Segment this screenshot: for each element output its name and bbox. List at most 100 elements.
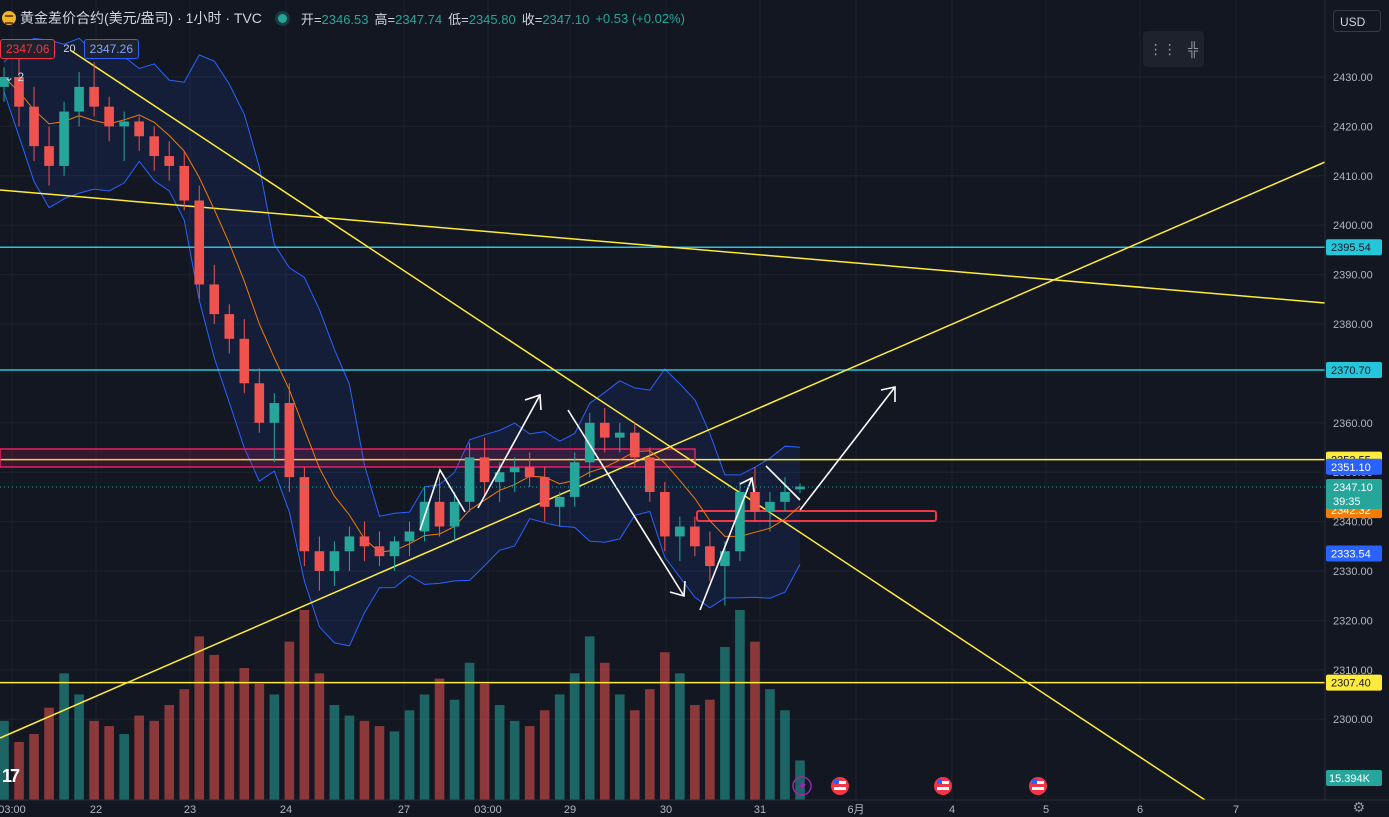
volume-bar [284,641,295,800]
volume-bar [119,734,129,800]
time-tick-label: 4 [949,804,955,816]
us-flag-icon[interactable] [1029,777,1047,795]
arrow-4[interactable] [699,477,753,611]
candle-body [645,457,655,492]
support-zone-box[interactable] [696,510,937,522]
resistance-zone-box[interactable] [0,448,696,468]
gear-icon[interactable]: ⚙ [1352,799,1365,815]
price-tick-label: 2310.00 [1333,665,1373,677]
us-flag-icon-bg [1029,777,1047,795]
time-tick-label: 31 [754,804,766,816]
volume-bar [780,710,790,800]
us-flag-icon-bg [934,777,952,795]
price-level-label-bg [1326,674,1382,691]
price-level-label: 2307.40 [1331,678,1371,690]
symbol-title[interactable]: 黄金差价合约(美元/盎司) · 1小时 · TVC [20,10,262,26]
floating-toolbar[interactable]: ⋮⋮ ╬ [1143,31,1204,67]
time-tick-label: 03:00 [474,804,502,816]
lightning-icon[interactable] [792,776,812,796]
time-tick-label: 6月 [847,804,864,816]
trendline-descending-shallow[interactable] [0,189,1326,304]
candle-body [765,501,775,512]
candle-body [29,106,39,147]
arrow-2[interactable] [477,394,541,509]
candle-body [494,472,505,483]
volume-bar [329,705,340,800]
tradingview-logo-icon[interactable]: 17 [2,766,20,786]
volume-bar [660,652,670,800]
projection-arrows[interactable] [419,386,896,611]
arrow-5[interactable] [765,465,801,501]
price-level-label-bg [1326,239,1382,256]
bar-countdown-label: 39:35 [1333,496,1361,508]
candle-body [735,491,745,552]
arrow-3[interactable] [567,409,685,597]
trendline-descending-steep[interactable] [69,49,1206,801]
us-flag-icon-stripe [937,787,949,790]
currency-select[interactable]: USD [1333,10,1381,32]
arrow-6[interactable] [799,386,896,511]
arrow-4-head[interactable] [739,476,755,493]
us-flag-icon[interactable] [934,777,952,795]
market-status-icon[interactable] [277,13,287,23]
candle-body [89,86,99,107]
volume-bar [239,668,250,800]
volume-bar [134,715,144,800]
candlesticks [0,57,805,606]
arrow-1[interactable] [419,468,466,531]
volume-bar [645,689,655,800]
arrow-3-head[interactable] [669,580,686,598]
candle-body [705,546,715,567]
volume-bar [29,734,39,800]
trendline-ascending[interactable] [0,161,1326,739]
volume-bar [795,760,805,800]
price-tick-label: 2330.00 [1333,566,1373,578]
time-tick-label: 30 [660,804,672,816]
candles-style-icon[interactable]: ╬ [1188,41,1199,57]
buy-button[interactable]: 2347.26 [83,39,140,59]
candle-body [0,77,9,87]
candle-body [269,403,280,423]
candle-body [329,551,340,571]
volume-bar [690,705,700,800]
volume-bar [554,694,565,800]
candle-body [750,491,760,512]
volume-bar [509,720,520,800]
candle-body [780,491,790,502]
candle-body [104,106,114,127]
candle-body [539,477,550,507]
candle-body [239,338,250,384]
price-scale-bg[interactable] [1325,0,1389,800]
time-scale-bg[interactable] [0,800,1389,817]
volume-bar [750,641,760,800]
lightning-icon-ring [792,776,812,796]
us-flag-icon[interactable] [831,777,849,795]
candle-body [164,156,175,166]
candle-body [194,200,205,285]
zone-rectangles[interactable] [0,448,937,522]
time-tick-label: 27 [398,804,410,816]
arrow-2-head[interactable] [524,393,542,411]
bollinger-lower-line [3,91,801,647]
price-level-label-bg [1326,458,1382,475]
price-level-label-bg [1326,361,1382,378]
candle-body [599,422,610,438]
price-level-label-bg [1326,545,1382,562]
trend-lines[interactable] [0,49,1326,801]
volume-bar [374,726,385,800]
economic-event-markers[interactable] [792,776,1047,796]
indicators-toggle[interactable]: ⌄ 2 [4,70,24,84]
sell-button[interactable]: 2347.06 [0,39,56,59]
candle-body [569,462,580,497]
candle-body [464,457,475,502]
candle-body [284,403,295,478]
price-tick-label: 2380.00 [1333,319,1373,331]
drag-handle-icon[interactable]: ⋮⋮ [1148,40,1177,57]
volume-bar [629,710,640,800]
last-price-badge [1326,479,1382,509]
volume-bar [494,705,505,800]
last-price-label: 2347.10 [1333,482,1373,494]
arrow-6-head[interactable] [880,386,896,402]
volume-bar [614,694,625,800]
